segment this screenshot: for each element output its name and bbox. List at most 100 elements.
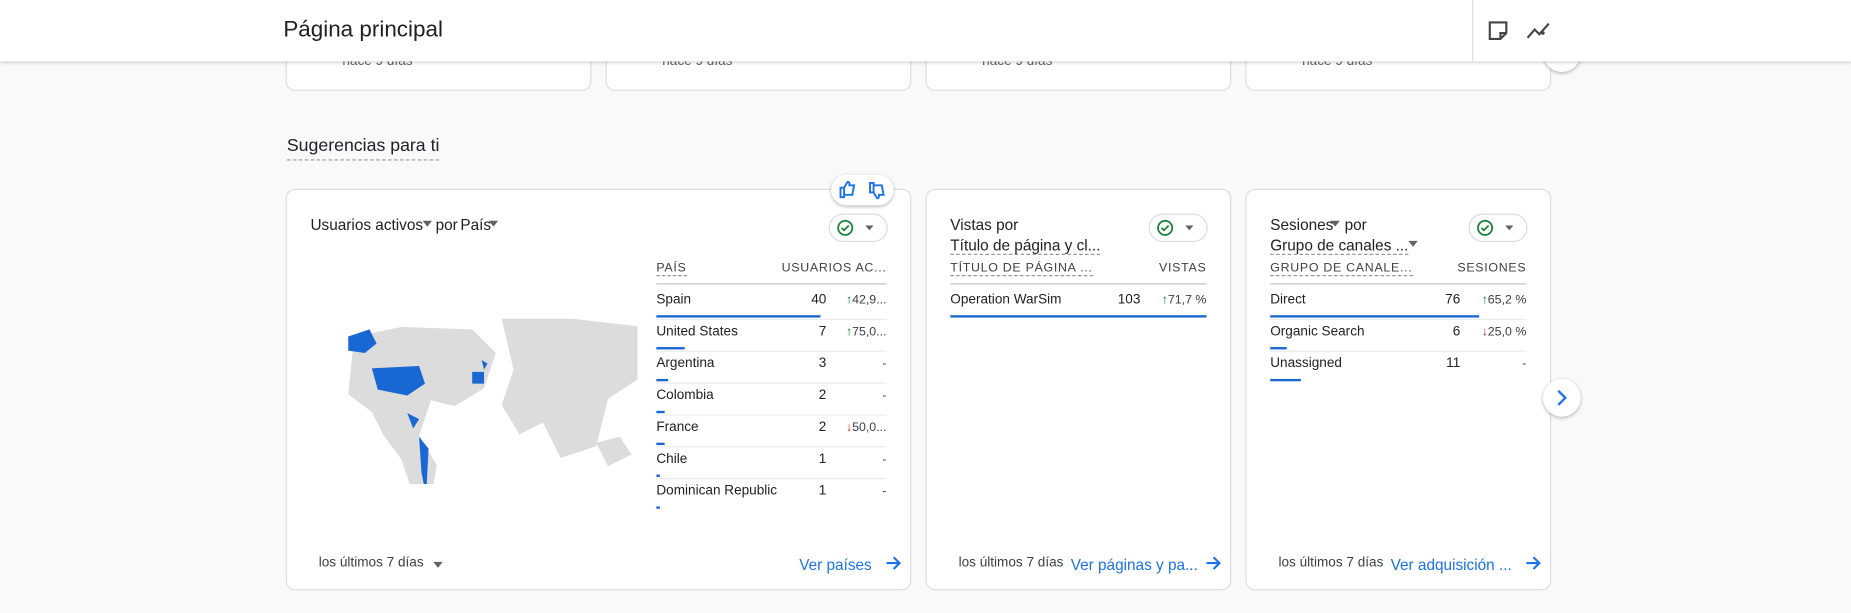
dropdown-caret[interactable] [422, 220, 433, 232]
row-change: - [882, 388, 887, 403]
value-bar [656, 442, 665, 446]
trend-arrow: ↑ [845, 324, 853, 339]
row-rule [656, 382, 887, 384]
column-header: VISTAS [1159, 260, 1207, 276]
card-title: Sesiones [1270, 216, 1334, 234]
row-change: ↑65,2 % [1481, 292, 1527, 307]
value-bar [1270, 347, 1287, 350]
notes-icon[interactable] [1486, 19, 1510, 43]
row-rule [1270, 350, 1527, 352]
card-title: Vistas por [950, 216, 1019, 234]
divider [1472, 0, 1474, 62]
dropdown-caret[interactable] [433, 561, 443, 573]
row-value: 11 [1446, 356, 1461, 371]
suggestion-card [1245, 188, 1552, 591]
dropdown-caret[interactable] [1330, 220, 1340, 232]
insights-icon[interactable] [1525, 19, 1551, 43]
row-name: Chile [656, 452, 688, 467]
value-bar [656, 506, 661, 509]
row-value: 7 [818, 324, 827, 339]
row-rule [656, 318, 887, 320]
card-title: Usuarios activos [310, 216, 424, 234]
date-range[interactable]: los últimos 7 días [958, 556, 1064, 571]
row-value: 40 [811, 292, 827, 307]
row-change: - [882, 484, 887, 499]
table-rule [950, 283, 1207, 285]
trend-arrow: ↑ [1161, 292, 1168, 307]
feedback [831, 174, 894, 206]
page-title: Página principal [283, 17, 443, 43]
value-bar [1270, 315, 1480, 318]
row-rule [656, 414, 887, 416]
row-value: 2 [818, 388, 827, 403]
card-title: por [1344, 216, 1367, 234]
row-name: Operation WarSim [950, 292, 1062, 307]
row-change: ↓50,0... [845, 420, 887, 435]
section-title: Sugerencias para ti [286, 136, 440, 161]
suggestion-card [925, 188, 1232, 591]
row-name: Unassigned [1270, 356, 1342, 371]
trend-arrow: ↓ [1481, 324, 1488, 339]
card-link[interactable]: Ver países [799, 556, 872, 574]
row-name: Argentina [656, 356, 715, 371]
compare-button[interactable] [1468, 213, 1528, 243]
link-arrow[interactable] [1525, 555, 1542, 577]
value-bar [1270, 378, 1301, 382]
row-name: France [656, 420, 699, 435]
row-name: Colombia [656, 388, 714, 403]
row-change: - [882, 356, 887, 371]
row-change: - [882, 452, 887, 467]
row-name: Dominican Republic [656, 484, 778, 499]
row-value: 103 [1117, 292, 1141, 307]
dropdown-caret[interactable] [488, 220, 499, 232]
column-header: PAÍS [656, 260, 687, 277]
value-bar [656, 474, 661, 477]
next-button[interactable] [1542, 378, 1581, 417]
value-bar [656, 378, 669, 382]
table-rule [1270, 283, 1527, 285]
link-arrow[interactable] [1205, 555, 1222, 577]
feedback-icons[interactable] [831, 175, 894, 206]
value-bar [656, 347, 686, 350]
row-change: - [1522, 356, 1527, 371]
column-header: TÍTULO DE PÁGINA ... [950, 260, 1093, 277]
card-title: País [460, 216, 492, 234]
row-change: ↑71,7 % [1161, 292, 1207, 307]
value-bar [656, 410, 665, 414]
link-arrow[interactable] [885, 555, 902, 577]
row-name: United States [656, 324, 738, 339]
card-link[interactable]: Ver páginas y pa... [1070, 556, 1198, 574]
row-name: Organic Search [1270, 324, 1365, 339]
card-title: Título de página y cl... [950, 236, 1101, 255]
row-rule [656, 478, 887, 480]
compare-button[interactable] [1148, 213, 1208, 243]
trend-arrow: ↑ [1481, 292, 1488, 307]
card-title: por [435, 216, 458, 234]
date-range[interactable]: los últimos 7 días [1278, 556, 1384, 571]
row-change: ↓25,0 % [1481, 324, 1527, 339]
row-value: 2 [818, 420, 827, 435]
column-header: SESIONES [1457, 260, 1527, 276]
card-title: Grupo de canales ... [1270, 236, 1409, 255]
column-header: USUARIOS AC... [781, 260, 887, 276]
row-rule [656, 446, 887, 448]
trend-arrow: ↓ [845, 420, 853, 435]
dropdown-caret[interactable] [1408, 240, 1418, 252]
row-rule [1270, 318, 1527, 320]
row-value: 76 [1445, 292, 1461, 307]
card-link[interactable]: Ver adquisición ... [1390, 556, 1512, 574]
row-change: ↑75,0... [845, 324, 887, 339]
row-value: 1 [818, 452, 827, 467]
value-bar [656, 315, 821, 318]
chevron [1557, 389, 1568, 406]
table-rule [656, 283, 887, 285]
compare-button[interactable] [828, 213, 888, 243]
world-map [348, 318, 638, 485]
date-range[interactable]: los últimos 7 días [318, 556, 424, 571]
row-value: 6 [1452, 324, 1461, 339]
row-value: 3 [818, 356, 827, 371]
row-rule [656, 350, 887, 352]
row-name: Spain [656, 292, 692, 307]
row-name: Direct [1270, 292, 1306, 307]
